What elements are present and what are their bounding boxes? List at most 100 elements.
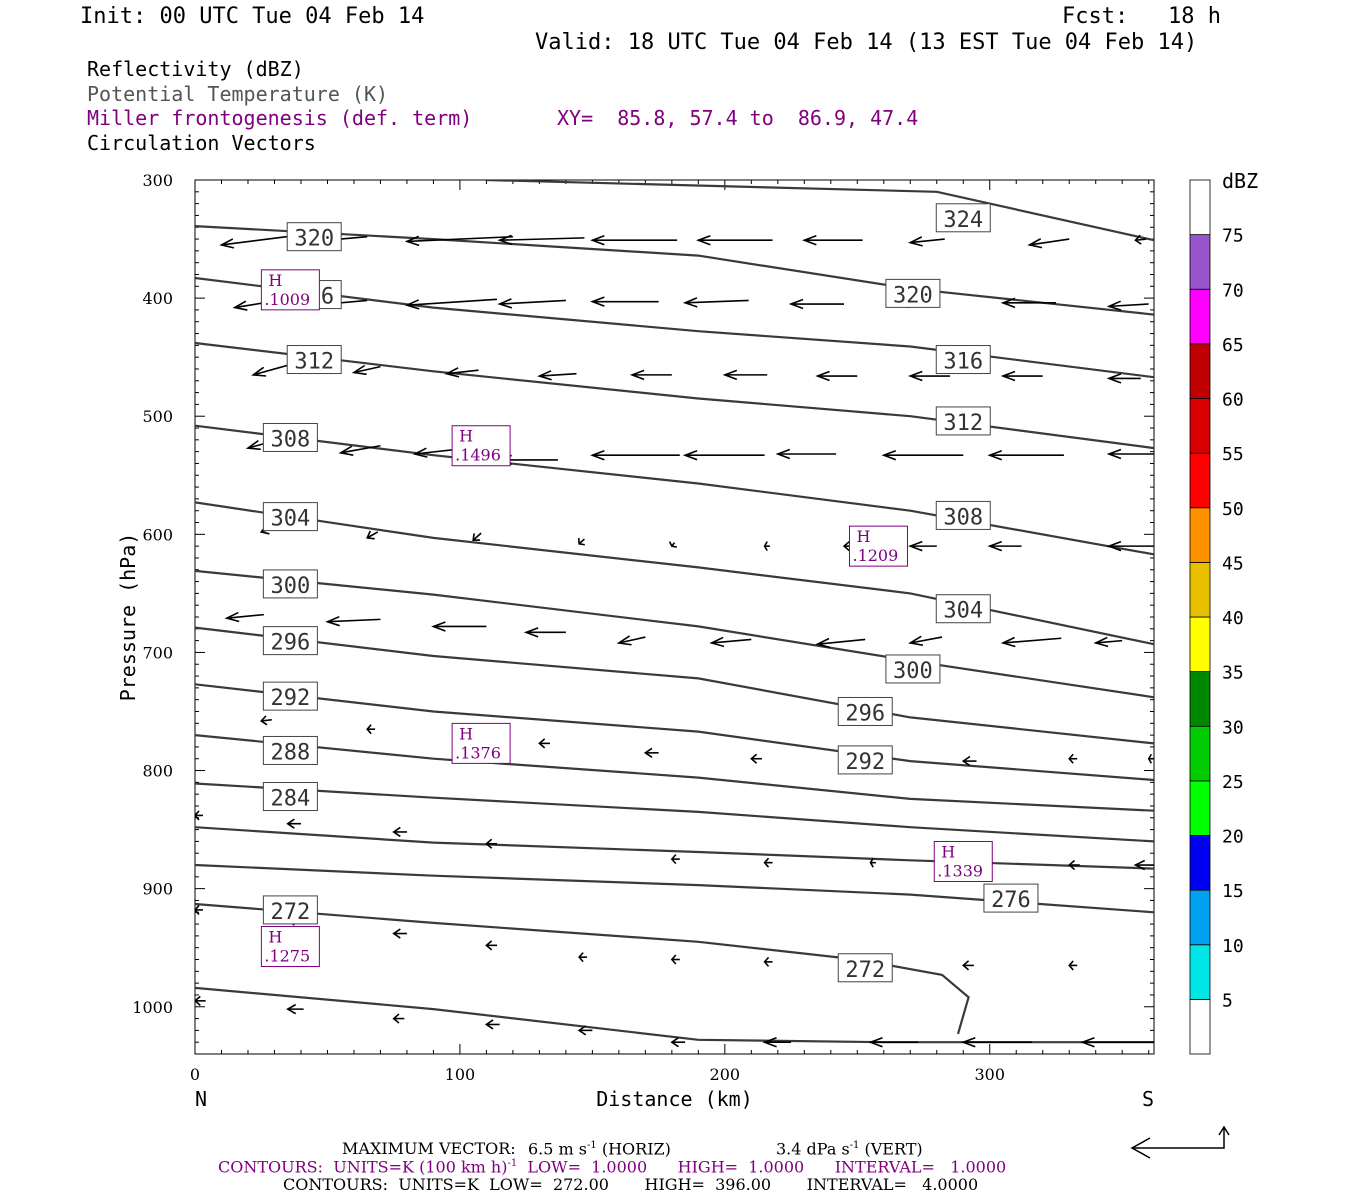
y-tick-label: 600 xyxy=(142,525,173,544)
colorbar-cell xyxy=(1189,725,1211,782)
circulation-vector xyxy=(406,235,513,243)
vector-head xyxy=(763,541,768,552)
fronto-max-box xyxy=(451,722,511,764)
vector-head xyxy=(590,296,605,307)
vector-head xyxy=(1027,238,1043,249)
fronto-max-symbol: H xyxy=(268,928,282,947)
colorbar-level: 60 xyxy=(1222,390,1244,411)
theta-label-box xyxy=(837,745,893,775)
vector-head xyxy=(444,367,460,378)
vector-head xyxy=(682,449,698,461)
theta-label-box xyxy=(262,895,318,925)
theta-label-box xyxy=(935,406,991,436)
theta-label-box xyxy=(885,278,941,308)
vector-head xyxy=(763,857,770,868)
colorbar-cell xyxy=(1189,561,1211,618)
vector-head xyxy=(907,370,923,382)
vector-head xyxy=(763,956,770,967)
circulation-vector xyxy=(539,372,577,377)
vector-head xyxy=(842,541,850,552)
fronto-max-symbol: H xyxy=(856,527,870,546)
theta-label-box xyxy=(262,569,318,599)
theta-label: 300 xyxy=(270,574,310,599)
axis-ticks: 300 400 500 600 700 800 900 1000 0 100 200 300 xyxy=(132,171,1154,1084)
max-vector-label: MAXIMUM VECTOR: xyxy=(342,1139,516,1158)
vector-head xyxy=(338,445,354,456)
vector-head xyxy=(908,236,923,247)
colorbar-cell xyxy=(1189,343,1211,399)
vector-head xyxy=(590,234,605,246)
vector-head xyxy=(762,1036,777,1048)
vector-head xyxy=(709,636,725,648)
theta-label: 320 xyxy=(294,227,334,252)
vector-head xyxy=(616,635,632,646)
vector-head xyxy=(497,298,513,309)
y-tick-label: 700 xyxy=(142,643,173,662)
circulation-vector xyxy=(472,532,482,541)
vector-head xyxy=(1068,960,1074,971)
vector-head xyxy=(1068,753,1074,764)
colorbar-cell xyxy=(1189,889,1211,946)
contour-labels: 3243203203163163123123083083043043003002… xyxy=(262,203,1039,983)
vector-head xyxy=(788,298,804,310)
y-tick-label: 400 xyxy=(142,289,173,308)
colorbar-title: dBZ xyxy=(1222,169,1258,193)
field-frontogenesis: Miller frontogenesis (def. term) xyxy=(87,106,473,130)
circulation-vector xyxy=(685,299,749,304)
fronto-max-symbol: H xyxy=(941,842,955,861)
vector-head xyxy=(987,540,1003,552)
contours-fronto-info: CONTOURS: UNITS=K (100 km h)-1 LOW= 1.00… xyxy=(218,1157,1007,1177)
vector-head xyxy=(1134,234,1142,245)
vector-head xyxy=(1093,636,1109,648)
circulation-vector xyxy=(446,369,479,375)
x-tick-label: 100 xyxy=(445,1065,476,1084)
theta-contour xyxy=(195,626,1154,745)
vector-head xyxy=(815,637,831,649)
colorbar-cell xyxy=(1189,616,1211,673)
colorbar-cell xyxy=(1189,944,1211,1000)
fronto-max-symbol: H xyxy=(268,271,282,290)
vector-head xyxy=(497,234,513,246)
colorbar-cell xyxy=(1189,507,1211,563)
circulation-vector xyxy=(226,613,264,619)
theta-label-box xyxy=(262,681,318,711)
vector-head xyxy=(1080,1036,1095,1048)
circulation-vector xyxy=(618,636,646,644)
vector-head xyxy=(987,449,1003,461)
colorbar-cell xyxy=(1189,452,1211,509)
fronto-max-box xyxy=(848,525,908,567)
forecast-hour: Fcst: 18 h xyxy=(1062,4,1221,29)
vector-head xyxy=(960,1036,976,1048)
circulation-vector xyxy=(406,298,498,306)
circulation-vector xyxy=(366,531,379,539)
vector-head xyxy=(537,370,552,381)
vector-head xyxy=(1106,448,1122,460)
vector-head xyxy=(1000,297,1016,309)
south-end-label: S xyxy=(1142,1087,1154,1111)
vector-head xyxy=(775,448,791,460)
colorbar-cell xyxy=(1189,288,1211,345)
vector-head xyxy=(643,747,653,758)
valid-time: Valid: 18 UTC Tue 04 Feb 14 (13 EST Tue … xyxy=(535,30,1198,55)
circulation-vector xyxy=(817,638,866,645)
max-horiz: 6.5 m s-1 (HORIZ) xyxy=(528,1139,671,1159)
vector-head xyxy=(1000,636,1016,648)
theta-label-box xyxy=(983,883,1039,913)
vector-head xyxy=(412,447,428,458)
exp-fronto: -1 xyxy=(507,1158,518,1169)
exp-horiz: -1 xyxy=(587,1140,597,1151)
vector-head xyxy=(1147,753,1153,764)
vector-head xyxy=(224,611,240,623)
colorbar-cell xyxy=(1189,780,1211,836)
colorbar-level: 25 xyxy=(1222,772,1244,793)
theta-label: 272 xyxy=(270,900,310,925)
fronto-max-box xyxy=(260,926,320,968)
vector-head xyxy=(670,954,677,965)
colorbar-cell xyxy=(1189,671,1211,727)
theta-label-box xyxy=(935,594,991,624)
theta-label: 272 xyxy=(845,958,885,983)
theta-label: 296 xyxy=(845,701,885,726)
vector-head xyxy=(538,738,546,749)
